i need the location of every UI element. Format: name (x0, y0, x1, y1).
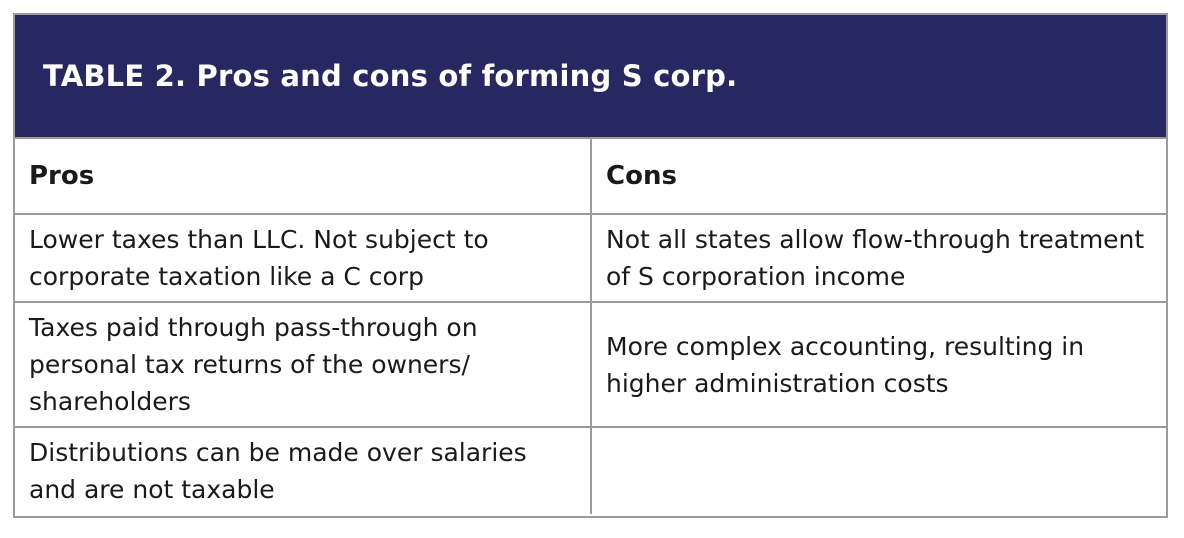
table-row: Lower taxes than LLC. Not subject to cor… (15, 213, 1166, 302)
con-cell: More complex accounting, resulting in hi… (591, 301, 1166, 427)
pro-cell: Taxes paid through pass-through on perso… (15, 301, 592, 427)
column-header-pros: Pros (15, 139, 592, 214)
pros-cons-table: Pros Cons Lower taxes than LLC. Not subj… (15, 139, 1166, 514)
table-row: Taxes paid through pass-through on perso… (15, 301, 1166, 427)
pro-cell: Distributions can be made over salaries … (15, 426, 592, 514)
table-header-row: Pros Cons (15, 139, 1166, 214)
table-title: TABLE 2. Pros and cons of forming S corp… (43, 59, 738, 93)
con-cell: Not all states allow flow-through treatm… (591, 213, 1166, 302)
table-row: Distributions can be made over salaries … (15, 426, 1166, 514)
con-cell (591, 426, 1166, 514)
column-header-cons: Cons (606, 160, 677, 191)
table-title-bar: TABLE 2. Pros and cons of forming S corp… (15, 15, 1166, 139)
pros-cons-table-container: TABLE 2. Pros and cons of forming S corp… (13, 13, 1168, 518)
pro-cell: Lower taxes than LLC. Not subject to cor… (15, 213, 592, 302)
